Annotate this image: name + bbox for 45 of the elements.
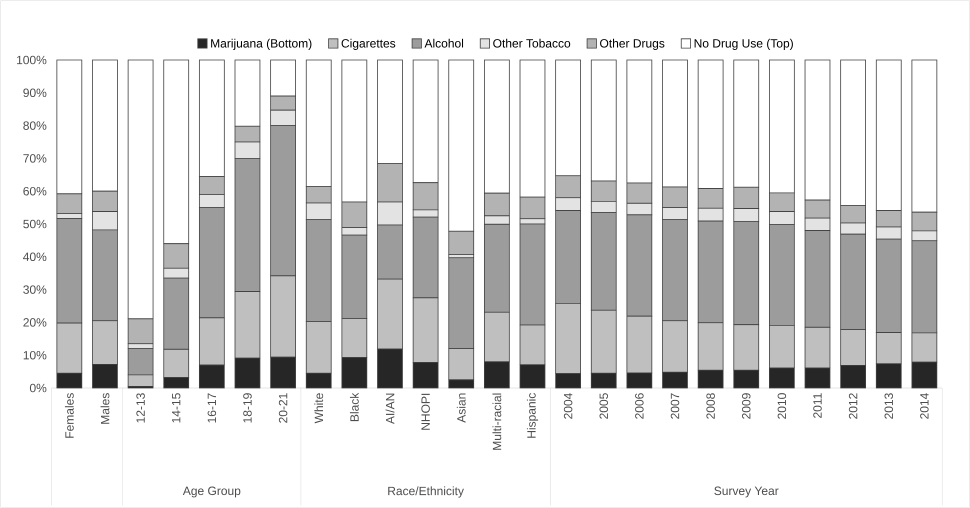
x-tick-label: NHOPI (421, 394, 430, 430)
text: Age Group (182, 486, 240, 498)
x-tick-label: Black (350, 392, 359, 422)
x-tick-label: Females (64, 393, 74, 438)
text: Race/Ethnicity (388, 486, 464, 498)
x-tick-label: White (314, 393, 324, 424)
x-tick-label: 20-21 (278, 393, 288, 423)
x-tick-label: Asian (456, 393, 466, 423)
y-tick-label: 70% (23, 154, 46, 163)
x-tick-label: Multi-racial (492, 394, 502, 450)
y-tick-label: 30% (23, 285, 46, 294)
y-tick-label: 100% (17, 56, 46, 64)
y-tick-label: 0% (30, 384, 46, 392)
x-tick-label: 2004 (564, 393, 572, 419)
x-tick-label: 2011 (813, 393, 822, 418)
y-tick-label: 80% (23, 121, 46, 130)
legend-label: Other Drugs (600, 38, 664, 50)
x-tick-label: Hispanic (526, 393, 538, 438)
x-tick-label: 2012 (848, 393, 858, 419)
y-tick-label: 50% (23, 220, 46, 228)
legend-label: Cigarettes (342, 38, 396, 50)
y-tick-label: 60% (23, 186, 46, 196)
x-tick-label: 18-19 (243, 393, 252, 422)
x-tick-label: 2013 (884, 393, 894, 419)
x-tick-label: AI/AN (386, 394, 394, 424)
x-tick-label: 16-17 (208, 393, 216, 422)
y-tick-label: 20% (23, 318, 46, 327)
y-tick-label: 90% (23, 88, 46, 98)
legend-label: Alcohol (424, 38, 464, 48)
y-tick-label: 40% (23, 252, 46, 262)
legend-label: Marijuana (Bottom) (211, 38, 312, 50)
legend-label: Other Tobacco (493, 38, 570, 48)
x-tick-label: 2005 (599, 393, 608, 419)
x-tick-label: 12-13 (136, 393, 145, 422)
y-tick-label: 10% (24, 350, 46, 360)
x-tick-label: Males (100, 393, 110, 424)
x-tick-label: 2006 (635, 393, 644, 419)
legend-label: No Drug Use (Top) (694, 38, 793, 50)
x-tick-label: 2014 (920, 393, 929, 419)
x-tick-label: 2009 (742, 393, 751, 419)
x-tick-label: 2010 (778, 393, 786, 419)
text: Survey Year (714, 486, 779, 498)
x-tick-label: 2008 (706, 393, 715, 419)
x-tick-label: 14-15 (172, 393, 180, 422)
x-tick-label: 2007 (670, 393, 680, 419)
